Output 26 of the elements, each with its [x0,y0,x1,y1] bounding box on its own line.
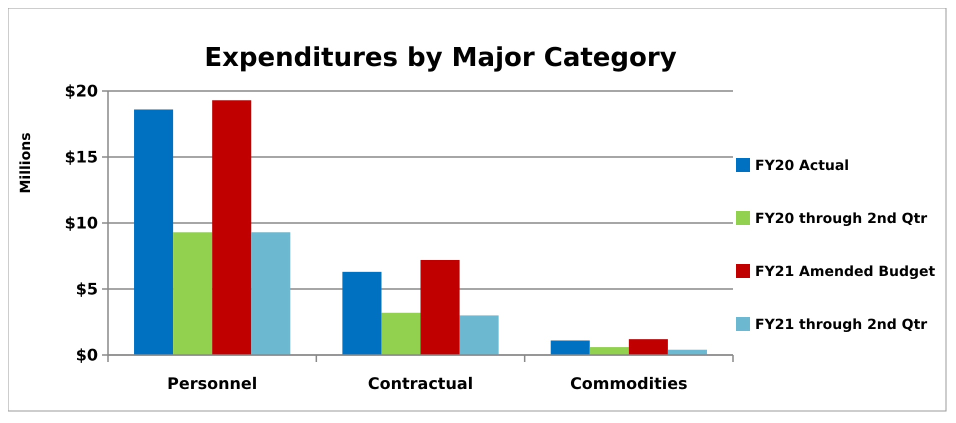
x-tick-label: Commodities [570,374,688,393]
chart-title: Expenditures by Major Category [204,43,677,73]
bar [668,350,707,355]
bar [212,100,252,355]
bar [420,260,460,355]
legend-label: FY20 through 2nd Qtr [755,210,928,227]
bar [460,315,499,355]
bar [381,312,420,355]
x-tick-label: Personnel [167,374,258,393]
legend-label: FY21 Amended Budget [755,264,936,280]
bar [134,109,174,355]
x-tick-label: Contractual [368,374,474,393]
bar [251,232,290,355]
bar [628,339,668,355]
bar [173,232,212,355]
y-tick-label: $5 [76,280,98,299]
bar [550,340,590,355]
legend-label: FY21 through 2nd Qtr [755,316,928,333]
bar [342,272,382,355]
y-tick-label: $10 [64,214,98,233]
legend-label: FY20 Actual [755,158,850,174]
y-tick-label: $20 [64,82,98,101]
y-axis-title: Millions [18,132,34,194]
y-tick-label: $15 [64,148,98,167]
y-tick-label: $0 [76,346,98,365]
bar [590,347,629,355]
